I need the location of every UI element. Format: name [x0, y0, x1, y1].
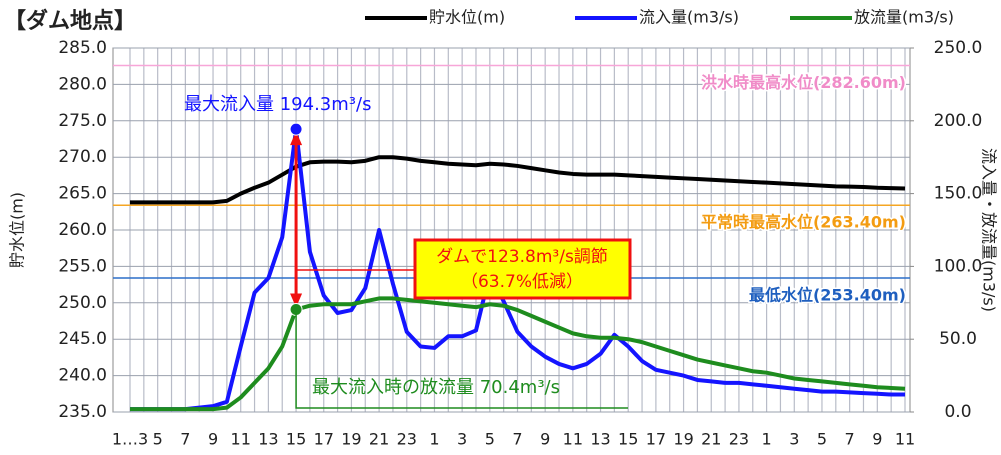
x-tick-label: 19: [341, 430, 361, 449]
y-tick-label: 270.0: [58, 147, 107, 167]
x-tick-label: 9: [540, 430, 550, 449]
legend-label: 流入量(m3/s): [639, 8, 739, 27]
y2-tick-label: 0.0: [944, 402, 971, 422]
y-tick-label: 240.0: [58, 366, 107, 386]
peak-inflow-dot: [289, 122, 303, 136]
y-tick-label: 285.0: [58, 38, 107, 58]
reference-label: 最低水位(253.40m): [749, 286, 906, 305]
legend-label: 貯水位(m): [429, 8, 505, 27]
x-tick-label: 15: [286, 430, 306, 449]
reference-label: 洪水時最高水位(282.60m): [701, 73, 906, 92]
x-tick-label: 5: [153, 430, 163, 449]
x-tick-label: 1: [762, 430, 772, 449]
y-tick-label: 235.0: [58, 402, 107, 422]
x-tick-label: 3: [457, 430, 467, 449]
y2-tick-label: 150.0: [934, 184, 983, 204]
x-tick-label: 7: [512, 430, 522, 449]
regulation-label: （63.7%低減）: [461, 272, 583, 292]
max-inflow-label: 最大流入量 194.3m³/s: [184, 94, 371, 115]
y-tick-label: 250.0: [58, 293, 107, 313]
regulation-box: [413, 238, 632, 300]
x-tick-label: 5: [817, 430, 827, 449]
x-tick-label: 15: [618, 430, 638, 449]
y2-tick-label: 250.0: [934, 38, 983, 58]
x-tick-label: 11: [231, 430, 251, 449]
x-tick-label: 3: [789, 430, 799, 449]
x-tick-label: 7: [180, 430, 190, 449]
y-tick-label: 265.0: [58, 184, 107, 204]
series-line: [130, 296, 906, 412]
reference-label: 平常時最高水位(263.40m): [701, 213, 906, 232]
y-axis-label: 貯水位(m): [8, 192, 27, 268]
y-tick-label: 275.0: [58, 111, 107, 131]
x-tick-label: 5: [485, 430, 495, 449]
y-tick-label: 280.0: [58, 74, 107, 94]
x-tick-label: 11: [895, 430, 915, 449]
regulation-label: ダムで123.8m³/s調節: [436, 247, 608, 267]
chart-title: 【ダム地点】: [4, 8, 136, 34]
series-line: [130, 155, 906, 205]
x-tick-label: 11: [563, 430, 583, 449]
x-tick-label: 17: [646, 430, 666, 449]
x-tick-label: 13: [590, 430, 610, 449]
x-tick-label: 7: [845, 430, 855, 449]
y-tick-label: 255.0: [58, 256, 107, 276]
series-line: [130, 127, 905, 412]
y-tick-label: 245.0: [58, 329, 107, 349]
x-tick-label: 23: [729, 430, 749, 449]
arrow-head: [290, 131, 303, 146]
y2-tick-label: 50.0: [939, 329, 977, 349]
x-tick-label: 23: [397, 430, 417, 449]
outflow-at-max-label: 最大流入時の放流量 70.4m³/s: [312, 377, 560, 398]
y2-tick-label: 100.0: [934, 256, 983, 276]
y2-tick-label: 200.0: [934, 111, 983, 131]
x-tick-label: 1…3: [112, 430, 148, 449]
y2-axis-label: 流入量・放流量(m3/s): [980, 148, 999, 312]
x-tick-label: 13: [258, 430, 278, 449]
x-tick-label: 21: [369, 430, 389, 449]
legend-label: 放流量(m3/s): [854, 8, 954, 27]
x-tick-label: 1: [429, 430, 439, 449]
x-tick-label: 19: [673, 430, 693, 449]
y-tick-label: 260.0: [58, 220, 107, 240]
x-tick-label: 21: [701, 430, 721, 449]
x-tick-label: 9: [872, 430, 882, 449]
x-tick-label: 17: [314, 430, 334, 449]
arrow-head: [290, 293, 303, 308]
outflow-callout: [295, 309, 628, 409]
x-tick-label: 9: [208, 430, 218, 449]
